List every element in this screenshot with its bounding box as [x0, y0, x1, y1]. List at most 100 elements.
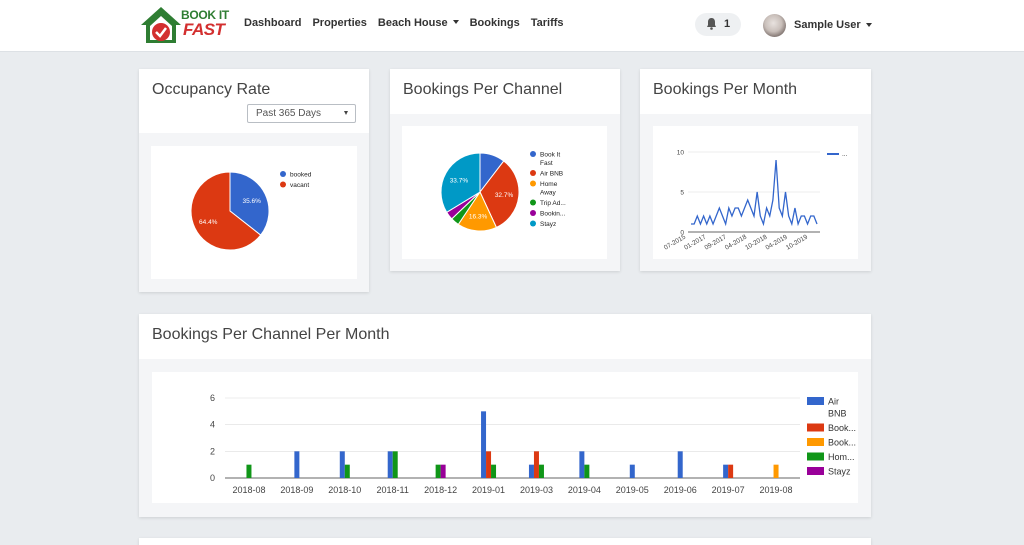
slice-label: 33.7% [450, 178, 469, 185]
bookings-per-month-card: Bookings Per Month 0 5 10 07-2015 01-2017 09-… [640, 69, 871, 271]
nav-properties[interactable]: Properties [312, 17, 367, 29]
bar [339, 451, 345, 478]
y-tick-label: 6 [210, 393, 215, 403]
caret-down-icon [452, 20, 459, 24]
caret-down-icon [865, 23, 872, 27]
chevron-down-icon [344, 111, 348, 115]
x-tick-label: 2019-07 [712, 485, 745, 495]
legend-swatch [807, 452, 824, 461]
pie-slice [440, 152, 481, 213]
y-tick-label: 4 [210, 420, 215, 430]
legend-swatch [807, 423, 824, 432]
channel-chart: 32.7% 16.3% 33.7% Book It Fast Air BNB Home Awa… [402, 126, 607, 259]
x-tick-label: 10-2019 [785, 233, 809, 251]
bell-icon [707, 18, 716, 30]
x-tick-label: 2019-05 [616, 485, 649, 495]
x-tick-label: 10-2018 [744, 233, 768, 251]
bookings-per-channel-per-month-card: Bookings Per Channel Per Month 0 2 4 6 2018-… [139, 314, 871, 517]
legend-swatch [807, 397, 824, 405]
legend-label: BNB [828, 409, 847, 419]
bar [294, 451, 300, 478]
x-tick-label: 2018-09 [280, 485, 313, 495]
legend-label: Fast [540, 160, 553, 167]
slice-label: 35.6% [243, 198, 262, 205]
channel-pie-chart: 32.7% 16.3% 33.7% Book It Fast Air BNB HomeAwa… [440, 151, 566, 232]
y-tick-label: 10 [677, 150, 685, 157]
x-tick-label: 2019-03 [520, 485, 553, 495]
bar [584, 464, 590, 478]
slice-label: 64.4% [199, 219, 218, 226]
nav-bookings[interactable]: Bookings [469, 17, 520, 29]
occupancy-pie-chart: 35.6% 64.4% booked vacant [190, 171, 312, 251]
x-tick-label: 2018-11 [377, 485, 409, 495]
card-title: Bookings Per Channel Per Month [152, 326, 390, 343]
x-tick-label: 2018-08 [232, 485, 265, 495]
bookings-per-channel-card: Bookings Per Channel 32.7% 16.3% 33.7% Book… [390, 69, 620, 271]
x-tick-label: 2018-12 [424, 485, 457, 495]
notification-count: 1 [724, 18, 731, 30]
month-chart: 0 5 10 07-2015 01-2017 09-2017 04-2018 10-2018 0… [653, 126, 858, 259]
slice-label: 16.3% [469, 214, 488, 221]
pie-slice [190, 171, 262, 251]
legend-label: Bookin... [540, 210, 565, 217]
top-navbar: BOOK IT FAST Dashboard Properties Beach … [0, 0, 1024, 52]
legend-marker [530, 220, 536, 227]
occupancy-rate-card: Occupancy Rate Past 365 Days 35.6% 64.4% b… [139, 69, 369, 292]
legend-label: Book... [828, 423, 856, 433]
card-title: Occupancy Rate [152, 81, 271, 98]
occupancy-chart: 35.6% 64.4% booked vacant [151, 146, 357, 279]
bar [344, 464, 350, 478]
y-tick-label: 2 [210, 446, 215, 456]
bar [728, 464, 734, 478]
legend-label: Home [540, 181, 558, 188]
legend-label: vacant [290, 182, 309, 189]
legend-marker [280, 181, 286, 188]
x-tick-label: 2019-04 [568, 485, 601, 495]
nav-beach-house-dropdown[interactable]: Beach House [378, 17, 459, 29]
legend-label: booked [290, 171, 312, 178]
pie-slice [229, 171, 270, 236]
y-tick-label: 0 [680, 230, 684, 237]
legend-label: ... [842, 151, 848, 158]
nav-dashboard[interactable]: Dashboard [244, 17, 302, 29]
legend-label: Book It [540, 151, 560, 158]
bar [387, 451, 393, 478]
logo-line1: BOOK IT [181, 8, 229, 22]
slice-label: 32.7% [495, 192, 514, 199]
legend-marker [530, 151, 536, 157]
card-title: Bookings Per Channel [403, 81, 563, 98]
bar [246, 464, 252, 478]
x-tick-label: 2019-01 [472, 485, 505, 495]
legend-label: Stayz [828, 467, 851, 477]
legend-label: Trip Ad... [540, 200, 566, 207]
bar [533, 451, 539, 478]
bar [440, 464, 446, 478]
x-tick-label: 2019-06 [664, 485, 697, 495]
bar [435, 464, 441, 478]
bar [579, 451, 585, 478]
legend-label: Book... [828, 438, 856, 448]
legend-label: Air [828, 397, 839, 407]
legend-marker [530, 199, 536, 206]
main-nav: Dashboard Properties Beach House Booking… [244, 17, 564, 29]
nav-tariffs[interactable]: Tariffs [530, 17, 564, 29]
bookings-line-chart: 0 5 10 07-201501-201709-201704-201810-20180… [663, 150, 848, 252]
legend-swatch [807, 438, 824, 446]
bar [629, 464, 635, 478]
bar [486, 451, 492, 478]
bar [528, 464, 534, 478]
pie-slice [479, 160, 520, 229]
notifications-button[interactable]: 1 [695, 13, 741, 36]
y-tick-label: 5 [680, 190, 684, 197]
bar [491, 464, 497, 478]
bar [481, 411, 487, 478]
book-it-fast-logo[interactable]: BOOK IT FAST [139, 5, 229, 45]
bar [677, 451, 683, 478]
bar [392, 451, 398, 478]
period-select[interactable]: Past 365 Days [247, 104, 356, 123]
legend-marker [280, 171, 286, 177]
legend-swatch [807, 467, 824, 475]
x-tick-label: 01-2017 [683, 233, 707, 251]
user-menu[interactable]: Sample User [763, 13, 872, 37]
nav-beach-house-label: Beach House [377, 17, 448, 29]
